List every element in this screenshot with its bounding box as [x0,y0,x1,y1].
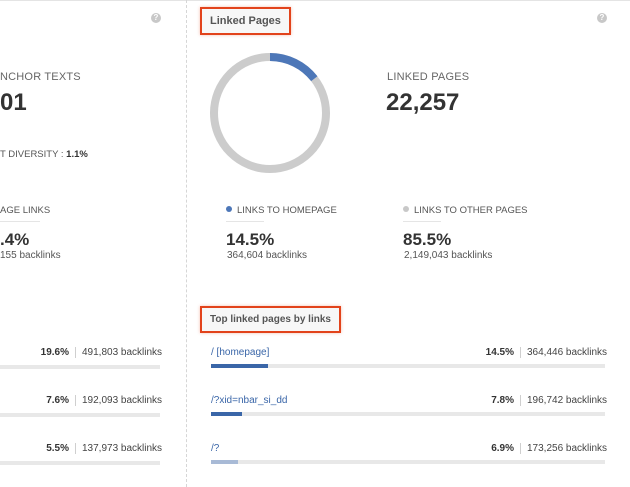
linked-pages-panel: ? Linked Pages LINKED PAGES 22,257 LINKS… [187,0,630,487]
share-bar [211,412,605,416]
row-separator [520,347,521,358]
row-percent: 7.6% [9,395,69,406]
row-backlinks: 192,093 backlinks [82,395,162,406]
share-bar-fill [211,412,242,416]
share-bar [211,460,605,464]
row-separator [75,347,76,358]
linked-pages-label: LINKED PAGES [387,71,469,83]
linked-pages-callout: Linked Pages [200,7,291,35]
links-to-other-pages: LINKS TO OTHER PAGES [403,205,528,216]
row-backlinks: 491,803 backlinks [82,347,162,358]
share-bar [211,364,605,368]
diversity-label: T DIVERSITY : [0,149,64,160]
anchor-texts-panel: ? NCHOR TEXTS 01 T DIVERSITY : 1.1% AGE … [0,0,186,487]
divider [226,221,264,222]
share-bar-fill [211,364,268,368]
other-pages-percent: 85.5% [403,230,451,250]
anchor-texts-count: 01 [0,89,27,117]
top-page-link[interactable]: / [homepage] [211,347,269,358]
row-separator [520,443,521,454]
row-separator [75,443,76,454]
diversity-value: 1.1% [66,149,88,160]
linked-pages-count: 22,257 [386,89,459,117]
share-bar-fill [211,460,238,464]
row-percent: 14.5% [454,347,514,358]
anchor-texts-label: NCHOR TEXTS [0,71,81,83]
linked-pages-donut [208,51,332,175]
other-pages-backlinks: 2,149,043 backlinks [404,250,492,261]
divider [403,221,441,222]
top-page-link[interactable]: /?xid=nbar_si_dd [211,395,287,406]
row-percent: 6.9% [454,443,514,454]
left-links-backlinks: 155 backlinks [0,250,61,261]
row-backlinks: 173,256 backlinks [527,443,607,454]
share-bar [0,413,160,417]
links-to-homepage: LINKS TO HOMEPAGE [226,205,337,216]
row-backlinks: 196,742 backlinks [527,395,607,406]
help-icon[interactable]: ? [151,13,161,23]
homepage-backlinks: 364,604 backlinks [227,250,307,261]
row-backlinks: 137,973 backlinks [82,443,162,454]
row-percent: 5.5% [9,443,69,454]
help-icon[interactable]: ? [597,13,607,23]
top-linked-pages-callout: Top linked pages by links [200,306,341,333]
row-percent: 7.8% [454,395,514,406]
share-bar [0,365,160,369]
homepage-dot-icon [226,206,232,212]
links-to-other-pages-label: LINKS TO OTHER PAGES [414,205,528,216]
diversity-row: T DIVERSITY : 1.1% [0,149,88,160]
left-links-label: AGE LINKS [0,205,50,216]
row-backlinks: 364,446 backlinks [527,347,607,358]
other-pages-dot-icon [403,206,409,212]
homepage-percent: 14.5% [226,230,274,250]
row-percent: 19.6% [9,347,69,358]
share-bar [0,461,160,465]
left-links-percent: .4% [0,230,29,250]
links-to-homepage-label: LINKS TO HOMEPAGE [237,205,337,216]
top-page-link[interactable]: /? [211,443,219,454]
row-separator [75,395,76,406]
divider [0,221,40,222]
row-separator [520,395,521,406]
